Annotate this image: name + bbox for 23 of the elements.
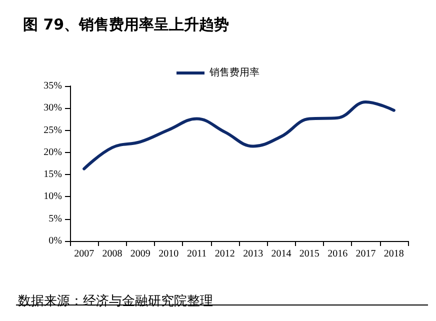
x-tick-label: 2017 — [356, 248, 376, 260]
x-tick-label: 2018 — [384, 248, 404, 260]
x-tick-label: 2016 — [328, 248, 348, 260]
y-tick-label: 10% — [44, 191, 62, 202]
y-tick-label: 30% — [44, 102, 62, 114]
x-tick-label: 2007 — [74, 248, 94, 260]
y-tick-label: 15% — [44, 169, 62, 180]
x-tick-label: 2009 — [130, 248, 150, 260]
x-tick-label: 2014 — [271, 248, 292, 260]
line-series — [82, 100, 396, 170]
legend-label: 销售费用率 — [208, 66, 260, 78]
x-tick-label: 2011 — [186, 248, 207, 260]
x-tick-label: 2013 — [243, 248, 264, 260]
x-tick-label: 2008 — [102, 248, 122, 260]
x-tick-label: 2015 — [299, 248, 320, 260]
chart-title: 图 79、销售费用率呈上升趋势 — [23, 16, 230, 34]
y-tick-label: 20% — [44, 146, 62, 158]
x-tick-label: 2012 — [214, 248, 235, 260]
y-tick-label: 25% — [44, 124, 62, 136]
y-tick-label: 35% — [44, 80, 62, 92]
y-tick-label: 0% — [48, 236, 62, 246]
y-tick-label: 5% — [48, 213, 62, 224]
x-tick-label: 2010 — [158, 248, 179, 260]
